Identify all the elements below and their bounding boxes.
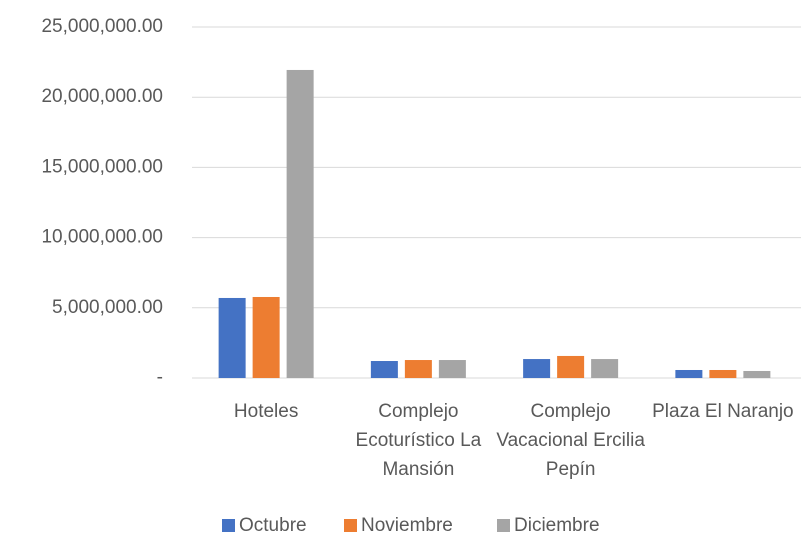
bar — [591, 359, 619, 378]
legend-label: Octubre — [239, 515, 307, 536]
y-tick-label: 5,000,000.00 — [52, 297, 163, 318]
y-tick-label: 15,000,000.00 — [41, 156, 163, 177]
bar — [370, 361, 398, 378]
y-tick-label: 20,000,000.00 — [41, 86, 163, 107]
bar — [438, 360, 466, 378]
y-tick-label: 10,000,000.00 — [41, 227, 163, 248]
bar — [286, 69, 314, 378]
bar — [252, 296, 280, 378]
legend-label: Noviembre — [361, 515, 453, 536]
x-tick-label: Hoteles — [233, 401, 299, 422]
bar — [523, 359, 551, 378]
legend-swatch — [344, 519, 357, 532]
legend-swatch — [497, 519, 510, 532]
bar — [557, 355, 585, 378]
x-tick-label: Complejo Vacacional Ercilia Pepín — [496, 401, 645, 480]
bar — [743, 370, 771, 378]
x-tick-label: Plaza El Naranjo — [652, 401, 794, 422]
y-tick-label: - — [157, 367, 163, 388]
bar — [675, 369, 703, 378]
bar — [709, 369, 737, 378]
y-tick-label: 25,000,000.00 — [41, 16, 163, 37]
legend-swatch — [222, 519, 235, 532]
x-tick-label: Complejo Ecoturístico La Mansión — [355, 401, 482, 480]
bar — [218, 297, 246, 378]
legend-label: Diciembre — [514, 515, 600, 536]
bar — [404, 360, 432, 378]
